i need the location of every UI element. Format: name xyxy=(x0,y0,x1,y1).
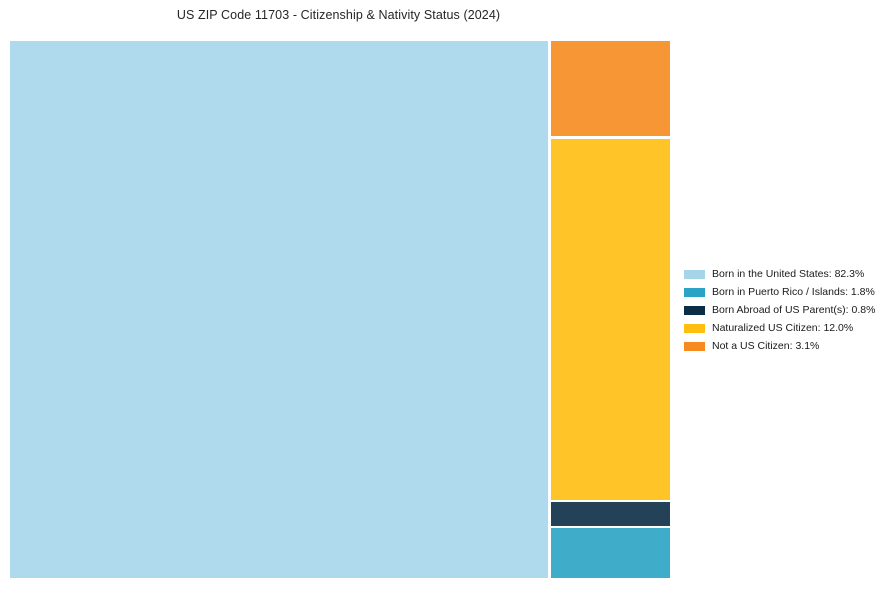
legend-color-swatch xyxy=(684,323,705,333)
treemap-tile[interactable] xyxy=(551,528,670,578)
legend-color-swatch xyxy=(684,305,705,315)
treemap-tile[interactable] xyxy=(10,41,548,578)
legend-label: Born in Puerto Rico / Islands: 1.8% xyxy=(712,285,875,298)
legend-item[interactable]: Naturalized US Citizen: 12.0% xyxy=(684,319,884,337)
chart-title: US ZIP Code 11703 - Citizenship & Nativi… xyxy=(176,8,501,22)
legend-label: Born in the United States: 82.3% xyxy=(712,267,865,280)
legend-item[interactable]: Born in Puerto Rico / Islands: 1.8% xyxy=(684,283,884,301)
legend-item[interactable]: Not a US Citizen: 3.1% xyxy=(684,337,884,355)
legend-label: Not a US Citizen: 3.1% xyxy=(712,339,820,352)
legend-color-swatch xyxy=(684,269,705,279)
legend-item[interactable]: Born Abroad of US Parent(s): 0.8% xyxy=(684,301,884,319)
treemap-tile[interactable] xyxy=(551,139,670,500)
legend-color-swatch xyxy=(684,287,705,297)
treemap-tile[interactable] xyxy=(551,41,670,136)
treemap-tile[interactable] xyxy=(551,502,670,526)
legend-label: Naturalized US Citizen: 12.0% xyxy=(712,321,854,334)
legend-label: Born Abroad of US Parent(s): 0.8% xyxy=(712,303,876,316)
legend-item[interactable]: Born in the United States: 82.3% xyxy=(684,265,884,283)
legend-color-swatch xyxy=(684,341,705,351)
chart-legend: Born in the United States: 82.3% Born in … xyxy=(684,265,884,355)
treemap-plot-area xyxy=(10,41,670,578)
